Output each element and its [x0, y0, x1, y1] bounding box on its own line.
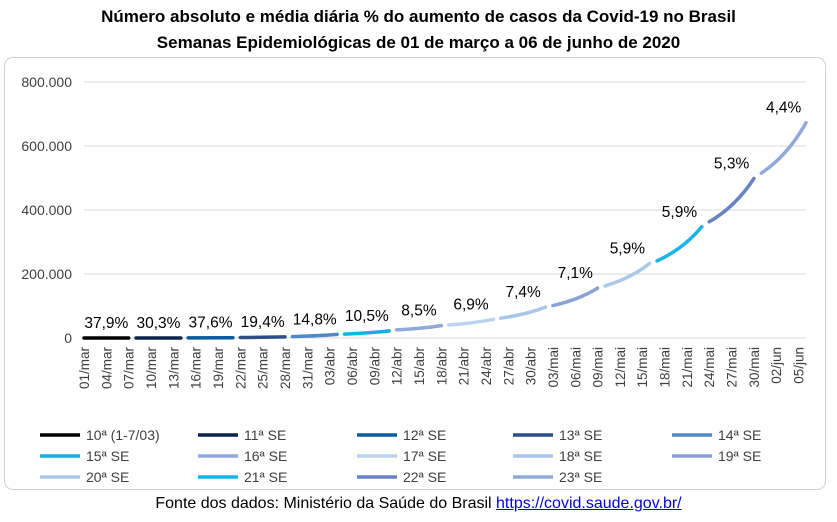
- x-tick-label: 02/jun: [769, 347, 784, 384]
- data-label: 37,9%: [84, 315, 128, 332]
- source-link[interactable]: https://covid.saude.gov.br/: [496, 495, 682, 512]
- data-label: 6,9%: [453, 296, 489, 313]
- x-tick-label: 30/abr: [524, 346, 539, 385]
- legend-label: 13ª SE: [559, 427, 602, 443]
- source-label: Fonte dos dados: Ministério da Saúde do …: [155, 495, 492, 512]
- x-tick-label: 18/abr: [434, 346, 449, 385]
- x-tick-label: 22/mar: [233, 347, 248, 390]
- data-label: 19,4%: [241, 314, 285, 331]
- legend-label: 21ª SE: [244, 469, 287, 485]
- data-label: 14,8%: [293, 311, 337, 328]
- x-tick-label: 24/mai: [702, 347, 717, 388]
- x-tick-label: 09/mai: [591, 347, 606, 388]
- series-line: [342, 329, 391, 336]
- x-tick-label: 21/mai: [680, 347, 695, 388]
- legend-label: 16ª SE: [244, 448, 287, 464]
- y-tick-label: 800.000: [21, 74, 72, 90]
- y-tick-label: 400.000: [21, 202, 72, 218]
- x-tick-label: 10/mar: [144, 347, 159, 390]
- x-tick-label: 12/mai: [613, 347, 628, 388]
- legend-label: 17ª SE: [403, 448, 446, 464]
- data-label: 5,3%: [714, 155, 750, 172]
- data-label: 37,6%: [189, 315, 233, 332]
- series-line: [394, 323, 444, 332]
- x-tick-label: 13/mar: [166, 347, 181, 390]
- legend-label: 19ª SE: [718, 448, 761, 464]
- x-tick-label: 09/abr: [367, 346, 382, 385]
- x-tick-label: 30/mai: [747, 347, 762, 388]
- series-line: [499, 305, 548, 320]
- x-tick-label: 24/abr: [479, 346, 494, 385]
- series-line: [446, 317, 496, 327]
- x-tick-label: 01/mar: [77, 347, 92, 390]
- x-tick-label: 12/abr: [390, 346, 405, 385]
- x-tick-label: 15/abr: [412, 346, 427, 385]
- source-note: Fonte dos dados: Ministério da Saúde do …: [0, 493, 837, 515]
- series-line: [603, 261, 652, 288]
- x-tick-label: 28/mar: [278, 347, 293, 390]
- x-tick-label: 07/mar: [122, 347, 137, 390]
- x-tick-label: 03/mai: [546, 347, 561, 388]
- series-line: [290, 332, 339, 339]
- x-tick-label: 04/mar: [99, 347, 114, 390]
- x-tick-label: 27/abr: [501, 346, 516, 385]
- chart-subtitle: Semanas Epidemiológicas de 01 de março a…: [156, 33, 681, 52]
- x-tick-label: 21/abr: [457, 346, 472, 385]
- series-line: [707, 176, 756, 224]
- y-tick-label: 0: [64, 330, 72, 346]
- x-tick-label: 06/abr: [345, 346, 360, 385]
- y-tick-label: 200.000: [21, 266, 72, 282]
- chart-title: Número absoluto e média diária % do aume…: [101, 7, 736, 26]
- legend-label: 22ª SE: [403, 469, 446, 485]
- data-label: 7,4%: [505, 284, 541, 301]
- series-line: [238, 335, 287, 340]
- x-tick-label: 25/mar: [256, 347, 271, 390]
- legend-label: 23ª SE: [559, 469, 602, 485]
- series-line: [759, 120, 808, 175]
- x-tick-label: 06/mai: [568, 347, 583, 388]
- data-label: 10,5%: [345, 308, 389, 325]
- legend-label: 20ª SE: [86, 469, 129, 485]
- chart-frame: [4, 57, 826, 490]
- legend-label: 15ª SE: [86, 448, 129, 464]
- x-tick-label: 18/mai: [658, 347, 673, 388]
- data-label: 5,9%: [662, 204, 698, 221]
- data-label: 4,4%: [766, 100, 802, 117]
- data-label: 7,1%: [558, 265, 594, 282]
- data-label: 8,5%: [401, 303, 437, 320]
- x-tick-label: 19/mar: [211, 347, 226, 390]
- data-label: 5,9%: [610, 240, 646, 257]
- legend-label: 18ª SE: [559, 448, 602, 464]
- legend-label: 12ª SE: [403, 427, 446, 443]
- x-tick-label: 27/mai: [725, 347, 740, 388]
- x-tick-label: 16/mar: [189, 347, 204, 390]
- legend-label: 10ª (1-7/03): [86, 427, 160, 443]
- series-line: [655, 225, 704, 263]
- legend-label: 11ª SE: [244, 427, 286, 443]
- data-label: 30,3%: [136, 315, 180, 332]
- legend-label: 14ª SE: [718, 427, 761, 443]
- x-tick-label: 15/mai: [635, 347, 650, 388]
- y-tick-label: 600.000: [21, 138, 72, 154]
- x-tick-label: 03/abr: [323, 346, 338, 385]
- series-line: [551, 286, 600, 308]
- x-tick-label: 31/mar: [300, 347, 315, 390]
- x-tick-label: 05/jun: [792, 347, 807, 384]
